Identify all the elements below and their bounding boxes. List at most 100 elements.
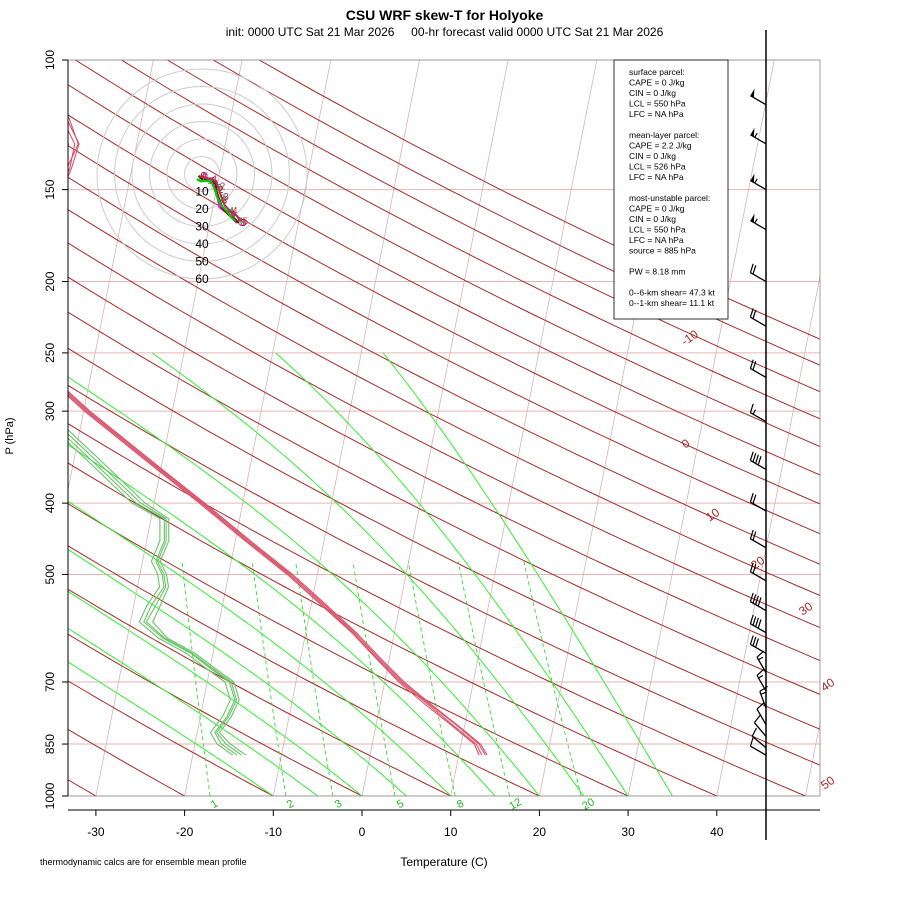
x-tick-label: -20 bbox=[176, 825, 194, 839]
mixing-ratio-label: 12 bbox=[507, 796, 524, 813]
wind-barb-feather bbox=[749, 359, 754, 369]
wind-barb-feather bbox=[752, 531, 757, 541]
mixing-ratio-label: 20 bbox=[580, 796, 597, 813]
dry-adiabat-30 bbox=[68, 503, 630, 796]
moist-adiabat-15 bbox=[68, 444, 496, 796]
dry-adiabat-110 bbox=[68, 209, 820, 597]
wind-barb-feather bbox=[755, 454, 759, 464]
hodograph-height-label: 4 bbox=[232, 206, 238, 217]
chart-subtitle: init: 0000 UTC Sat 21 Mar 2026 00-hr for… bbox=[225, 25, 664, 39]
dry-adiabat-50 bbox=[68, 423, 807, 796]
temperature-profile-1 bbox=[68, 129, 486, 756]
hodograph-ring-label-40: 40 bbox=[195, 237, 209, 251]
y-tick-label: 150 bbox=[43, 179, 57, 199]
hodograph-ring-label-60: 60 bbox=[195, 272, 209, 286]
dewpoint-profiles bbox=[68, 429, 247, 756]
hodograph-trace-3 bbox=[196, 178, 237, 223]
wind-barb-feather bbox=[756, 650, 765, 658]
info-box-line: LFC = NA hPa bbox=[629, 235, 684, 245]
info-box-line: CAPE = 2.2 J/kg bbox=[629, 141, 692, 151]
wind-barb bbox=[750, 127, 767, 145]
y-tick-label: 300 bbox=[43, 401, 57, 421]
isotherm-30 bbox=[627, 60, 775, 796]
wind-barb-feather bbox=[749, 529, 754, 539]
mixing-ratio-line-20 bbox=[523, 561, 582, 796]
hodograph-ring-label-10: 10 bbox=[195, 185, 209, 199]
isotherm-60 bbox=[891, 60, 900, 812]
wind-barb-feather bbox=[752, 265, 757, 275]
hodograph-ring-label-20: 20 bbox=[195, 202, 209, 216]
info-box-line: source = 885 hPa bbox=[629, 246, 696, 256]
info-box-line: PW = 8.18 mm bbox=[629, 267, 685, 277]
wind-barb-half-feather bbox=[758, 674, 764, 679]
dry-adiabat-190 bbox=[212, 60, 820, 366]
wind-barb-feather bbox=[755, 617, 759, 627]
hodograph-ring-40 bbox=[131, 103, 273, 245]
hodograph-ring-20 bbox=[166, 138, 238, 210]
hodograph-ring-60 bbox=[96, 68, 308, 280]
isotherm-label: 40 bbox=[818, 675, 837, 694]
y-tick-label: 850 bbox=[43, 734, 57, 754]
dewpoint-profile-1 bbox=[68, 437, 238, 756]
mixing-ratio-line-5 bbox=[352, 561, 396, 796]
wind-barb bbox=[749, 359, 767, 379]
hodograph-ring-30 bbox=[149, 121, 255, 227]
mixing-ratio-line-12 bbox=[457, 561, 511, 796]
mixing-ratio-label: 5 bbox=[395, 798, 406, 811]
wind-barb-feather bbox=[752, 361, 757, 371]
hodograph-ring-label-50: 50 bbox=[195, 255, 209, 269]
mixing-ratio-line-1 bbox=[181, 561, 211, 796]
wind-barb bbox=[750, 88, 767, 106]
hodograph-height-label: 2 bbox=[218, 185, 224, 196]
wind-barb bbox=[759, 685, 768, 709]
hodograph-height-label: 4 bbox=[230, 209, 236, 220]
wind-barb-feather bbox=[752, 564, 757, 574]
dewpoint-profile-2 bbox=[68, 429, 247, 756]
y-tick-label: 700 bbox=[43, 672, 57, 692]
info-box-line: surface parcel: bbox=[629, 67, 685, 77]
wind-barb-feather bbox=[757, 597, 762, 607]
moist-adiabats bbox=[68, 352, 673, 796]
hodograph-height-label: 0 bbox=[199, 174, 205, 185]
temperature-profile-3 bbox=[68, 141, 483, 756]
info-box-line: CIN = 0 J/kg bbox=[629, 151, 676, 161]
y-axis-label: P (hPa) bbox=[4, 417, 16, 454]
isotherm-40 bbox=[716, 274, 820, 796]
x-tick-label: 0 bbox=[359, 825, 366, 839]
moist-adiabat-5 bbox=[68, 548, 407, 796]
wind-barb bbox=[756, 650, 767, 674]
hodograph-height-label: 5 bbox=[241, 218, 247, 229]
mixing-ratio-line-2 bbox=[251, 561, 287, 796]
wind-barb-feather bbox=[752, 309, 757, 319]
info-box-line: 0--6-km shear= 47.3 kt bbox=[629, 288, 715, 298]
dry-adiabat-180 bbox=[167, 60, 820, 393]
wind-barb bbox=[753, 714, 767, 737]
wind-barb bbox=[749, 635, 767, 654]
hodograph-height-label: 5 bbox=[237, 216, 243, 227]
moist-adiabat--10 bbox=[68, 661, 274, 796]
wind-barb-feather bbox=[749, 451, 754, 461]
wind-barb-feather bbox=[752, 452, 757, 463]
y-tick-label: 200 bbox=[43, 271, 57, 291]
wind-barb bbox=[749, 263, 767, 283]
wind-barb-feather bbox=[752, 494, 757, 504]
isotherm-label: 50 bbox=[818, 773, 837, 792]
dry-adiabats bbox=[68, 60, 820, 796]
isotherm-10 bbox=[450, 60, 598, 796]
dry-adiabat-10 bbox=[68, 588, 452, 796]
dry-adiabat-80 bbox=[68, 311, 820, 696]
wind-barb-feather bbox=[749, 635, 754, 645]
info-box-frame bbox=[613, 59, 729, 320]
wind-barb-flag bbox=[750, 88, 755, 98]
wind-barb-flag bbox=[750, 173, 755, 183]
dry-adiabat-160 bbox=[75, 60, 820, 448]
temperature-profile-4 bbox=[68, 120, 488, 756]
x-axis-label: Temperature (C) bbox=[400, 855, 487, 869]
wind-barb-shaft bbox=[753, 722, 767, 737]
info-box-line: LFC = NA hPa bbox=[629, 109, 684, 119]
info-box-line: CIN = 0 J/kg bbox=[629, 214, 676, 224]
moist-adiabat-10 bbox=[68, 500, 452, 796]
